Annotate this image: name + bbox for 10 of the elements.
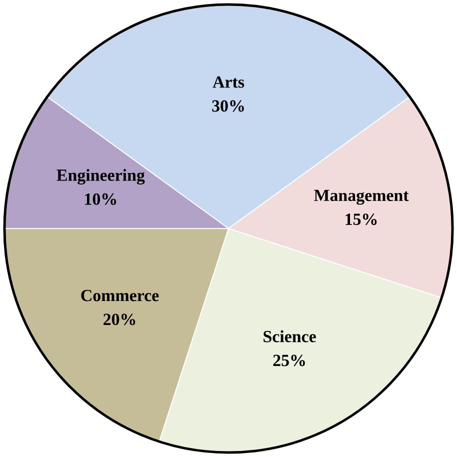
slice-label: Arts [212, 76, 244, 88]
slice-label: Engineering [56, 169, 145, 185]
data-label: 30% [212, 100, 244, 112]
data-label: 15% [346, 214, 377, 226]
slice-label: Science [264, 330, 316, 342]
slice-label: Commerce [81, 290, 159, 302]
data-label: 25% [273, 354, 305, 366]
data-label: 10% [85, 193, 116, 205]
slice-label: Management [314, 190, 409, 205]
data-label: 20% [104, 314, 136, 326]
